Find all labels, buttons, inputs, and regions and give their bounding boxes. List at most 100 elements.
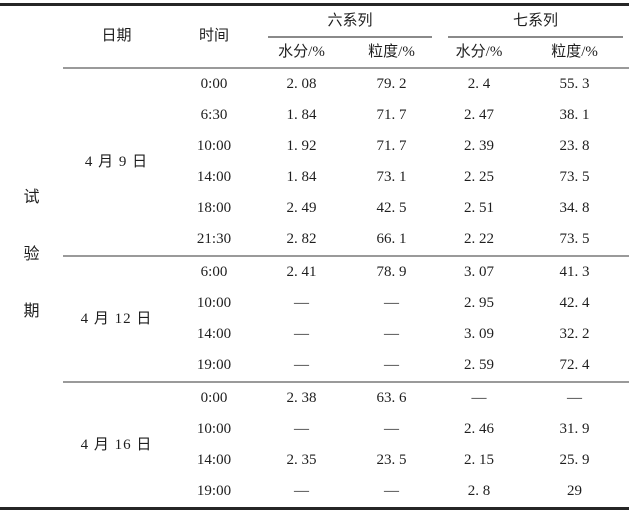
row-label-cell: 试 验 期 xyxy=(0,68,63,509)
value-cell: 2. 39 xyxy=(464,138,495,154)
value-cell: 79. 2 xyxy=(376,76,407,92)
header-date: 日期 xyxy=(63,4,170,69)
value-cell: 72. 4 xyxy=(559,357,590,373)
date-cell: 4 月 16 日 xyxy=(63,381,170,509)
table-row: 14:00 — — 3. 09 32. 2 xyxy=(0,319,629,350)
value-cell: 34. 8 xyxy=(559,200,590,216)
time-cell: 0:00 xyxy=(200,76,228,92)
value-cell: 73. 5 xyxy=(559,169,590,185)
table-row: 4 月 12 日 6:00 2. 41 78. 9 3. 07 41. 3 xyxy=(0,255,629,382)
value-cell: 2. 47 xyxy=(464,107,495,123)
table-row: 14:00 2. 35 23. 5 2. 15 25. 9 xyxy=(0,445,629,476)
header-row-sub: 水分/% 粒度/% 水分/% 粒度/% xyxy=(0,38,629,69)
header-group-seven: 七系列 xyxy=(438,5,629,38)
value-cell: — xyxy=(294,295,309,311)
value-cell: 71. 7 xyxy=(376,107,407,123)
table-row: 4 月 16 日 0:00 2. 38 63. 6 — — xyxy=(0,381,629,509)
value-cell: 2. 25 xyxy=(464,169,495,185)
time-cell: 14:00 xyxy=(196,452,232,468)
value-cell: — xyxy=(520,381,629,414)
value-cell: 41. 3 xyxy=(520,255,629,288)
table-row: 19:00 — — 2. 8 29 xyxy=(0,476,629,509)
table-row: 试 验 期 4 月 9 日 0:00 2. 08 79. 2 2. 4 55. … xyxy=(0,68,629,320)
time-cell: 10:00 xyxy=(196,421,232,437)
row-label-char: 期 xyxy=(23,302,40,320)
value-cell: 38. 1 xyxy=(559,107,590,123)
value-cell: 1. 84 xyxy=(286,107,317,123)
value-cell: — xyxy=(384,357,399,373)
value-cell: 2. 82 xyxy=(286,231,317,247)
value-cell: — xyxy=(384,421,399,437)
value-cell: 1. 92 xyxy=(286,138,317,154)
value-cell: 66. 1 xyxy=(376,231,407,247)
row-label-vertical: 试 验 期 xyxy=(0,35,63,474)
header-group-six: 六系列 xyxy=(258,5,438,38)
value-cell: 2. 59 xyxy=(464,357,495,373)
value-cell: 2. 95 xyxy=(464,295,495,311)
header-group-seven-label: 七系列 xyxy=(448,6,624,38)
time-cell: 6:00 xyxy=(170,255,258,288)
value-cell: 63. 6 xyxy=(345,381,439,414)
value-cell: 23. 8 xyxy=(559,138,590,154)
row-label-char: 验 xyxy=(23,245,40,263)
value-cell: — xyxy=(384,483,399,499)
value-cell: 2. 22 xyxy=(464,231,495,247)
value-cell: — xyxy=(384,295,399,311)
value-cell: 2. 51 xyxy=(464,200,495,216)
value-cell: 23. 5 xyxy=(376,452,407,468)
value-cell: 1. 84 xyxy=(286,169,317,185)
value-cell: — xyxy=(294,483,309,499)
value-cell: 31. 9 xyxy=(559,421,590,437)
table-row: 14:00 1. 84 73. 1 2. 25 73. 5 xyxy=(0,162,629,193)
time-cell: 21:30 xyxy=(196,231,232,247)
table-row: 21:30 2. 82 66. 1 2. 22 73. 5 xyxy=(0,224,629,256)
table-row: 10:00 1. 92 71. 7 2. 39 23. 8 xyxy=(0,131,629,162)
time-cell: 6:30 xyxy=(200,107,228,123)
value-cell: 78. 9 xyxy=(345,255,439,288)
value-cell: 42. 5 xyxy=(376,200,407,216)
subheader-moisture-seven: 水分/% xyxy=(438,38,521,69)
table-row: 6:30 1. 84 71. 7 2. 47 38. 1 xyxy=(0,100,629,131)
header-group-six-label: 六系列 xyxy=(268,6,433,38)
value-cell: 2. 35 xyxy=(286,452,317,468)
value-cell: 2. 8 xyxy=(467,483,491,499)
row-label-char: 试 xyxy=(23,188,40,206)
value-cell: 3. 07 xyxy=(438,255,521,288)
value-cell: 2. 41 xyxy=(258,255,345,288)
header-time: 时间 xyxy=(170,4,258,69)
value-cell: 73. 5 xyxy=(559,231,590,247)
subheader-moisture-six: 水分/% xyxy=(258,38,345,69)
table-row: 10:00 — — 2. 95 42. 4 xyxy=(0,288,629,319)
value-cell: 29 xyxy=(567,483,583,499)
time-cell: 19:00 xyxy=(196,483,232,499)
subheader-granularity-seven: 粒度/% xyxy=(520,38,629,69)
value-cell: 73. 1 xyxy=(376,169,407,185)
value-cell: — xyxy=(384,326,399,342)
experiment-data-table: 日期 时间 六系列 七系列 水分/% 粒度/% 水分/% 粒度/% xyxy=(0,3,629,510)
value-cell: 25. 9 xyxy=(559,452,590,468)
value-cell: 2. 38 xyxy=(258,381,345,414)
header-row-groups: 日期 时间 六系列 七系列 xyxy=(0,4,629,69)
value-cell: 3. 09 xyxy=(464,326,495,342)
value-cell: — xyxy=(438,381,521,414)
value-cell: 2. 15 xyxy=(464,452,495,468)
subheader-granularity-six: 粒度/% xyxy=(345,38,439,69)
time-cell: 0:00 xyxy=(170,381,258,414)
value-cell: 71. 7 xyxy=(376,138,407,154)
table-row: 10:00 — — 2. 46 31. 9 xyxy=(0,414,629,445)
value-cell: 2. 49 xyxy=(286,200,317,216)
time-cell: 19:00 xyxy=(196,357,232,373)
value-cell: — xyxy=(294,357,309,373)
time-cell: 18:00 xyxy=(196,200,232,216)
value-cell: — xyxy=(294,326,309,342)
time-cell: 10:00 xyxy=(196,295,232,311)
date-cell: 4 月 12 日 xyxy=(63,255,170,382)
value-cell: 2. 46 xyxy=(464,421,495,437)
value-cell: 55. 3 xyxy=(559,76,590,92)
date-cell: 4 月 9 日 xyxy=(84,153,149,170)
value-cell: 42. 4 xyxy=(559,295,590,311)
table-row: 18:00 2. 49 42. 5 2. 51 34. 8 xyxy=(0,193,629,224)
value-cell: 32. 2 xyxy=(559,326,590,342)
value-cell: 2. 4 xyxy=(467,76,491,92)
